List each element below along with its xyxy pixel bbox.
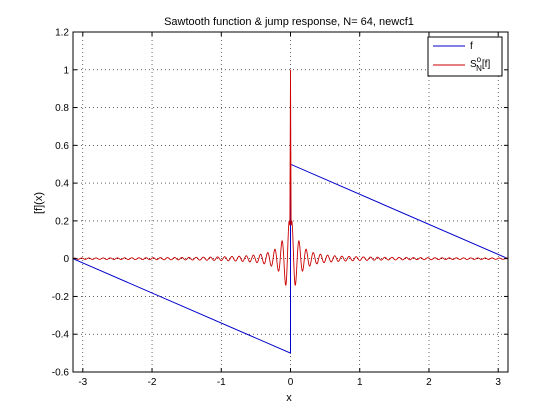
y-tick-label: 0.8 [55,103,69,114]
x-tick-label: -1 [217,377,226,388]
x-tick-label: 3 [495,377,501,388]
y-tick-label: -0.4 [52,330,70,341]
plot-area [73,32,508,372]
y-axis-label: [f](x) [33,192,45,214]
y-tick-label: -0.2 [52,292,70,303]
legend-label-f: f [470,41,473,52]
y-tick-label: 1.2 [55,28,69,39]
chart-title: Sawtooth function & jump response, N= 64… [164,16,414,28]
y-tick-label: 0.4 [55,179,69,190]
y-tick-label: 1 [63,65,69,76]
x-tick-label: 1 [357,377,363,388]
legend-label-s-suffix: [f] [482,59,491,70]
y-tick-label: -0.6 [52,368,70,379]
x-axis-label: x [286,392,292,404]
x-tick-label: 2 [426,377,432,388]
legend: f So N[f] [428,37,502,76]
x-tick-label: -3 [78,377,87,388]
x-tick-label: -2 [148,377,157,388]
y-tick-label: 0.6 [55,141,69,152]
x-tick-label: 0 [288,377,294,388]
legend-box [428,37,502,76]
y-tick-label: 0 [63,254,69,265]
y-tick-label: 0.2 [55,216,69,227]
